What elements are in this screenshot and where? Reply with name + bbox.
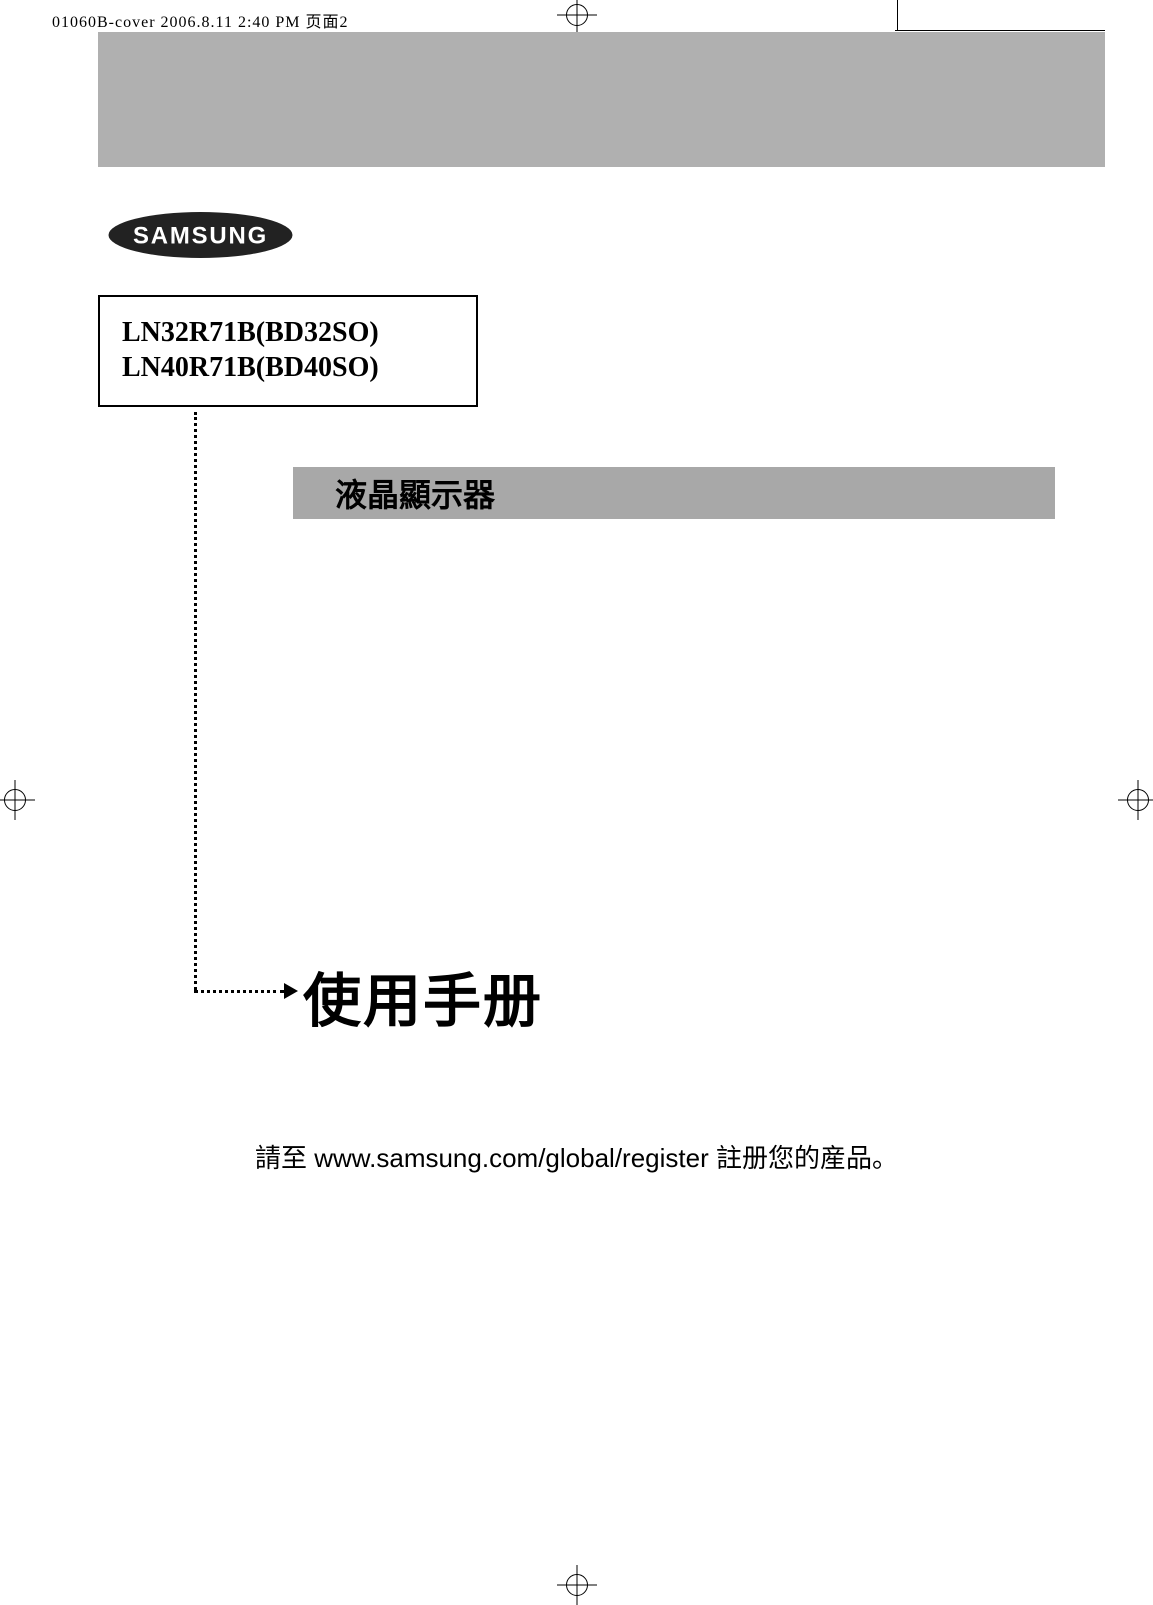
samsung-logo: SAMSUNG (108, 212, 293, 263)
logo-text: SAMSUNG (133, 222, 268, 249)
crop-mark-tr-vertical (897, 0, 898, 30)
crop-mark-right (1123, 785, 1153, 815)
registration-footer: 請至 www.samsung.com/global/register 註册您的産… (98, 1138, 1055, 1175)
dotted-line-vertical (194, 412, 197, 990)
arrow-head-icon (284, 983, 298, 999)
crop-mark-top (562, 0, 592, 30)
product-type-text: 液晶顯示器 (335, 470, 495, 516)
dotted-line-horizontal (194, 990, 284, 993)
print-job-header: 01060B-cover 2006.8.11 2:40 PM 页面2 (52, 8, 349, 32)
crop-mark-bottom (562, 1570, 592, 1600)
model-line-1: LN32R71B(BD32SO) (122, 315, 454, 350)
crop-mark-left (0, 785, 30, 815)
page-content: SAMSUNG LN32R71B(BD32SO) LN40R71B(BD40SO… (98, 32, 1055, 1568)
crop-mark-tr-horizontal (895, 30, 1105, 31)
document-title: 使用手册 (303, 954, 543, 1038)
top-grey-banner (98, 32, 1105, 167)
model-line-2: LN40R71B(BD40SO) (122, 350, 454, 385)
product-type-bar: 液晶顯示器 (293, 467, 1055, 519)
model-number-box: LN32R71B(BD32SO) LN40R71B(BD40SO) (98, 295, 478, 407)
